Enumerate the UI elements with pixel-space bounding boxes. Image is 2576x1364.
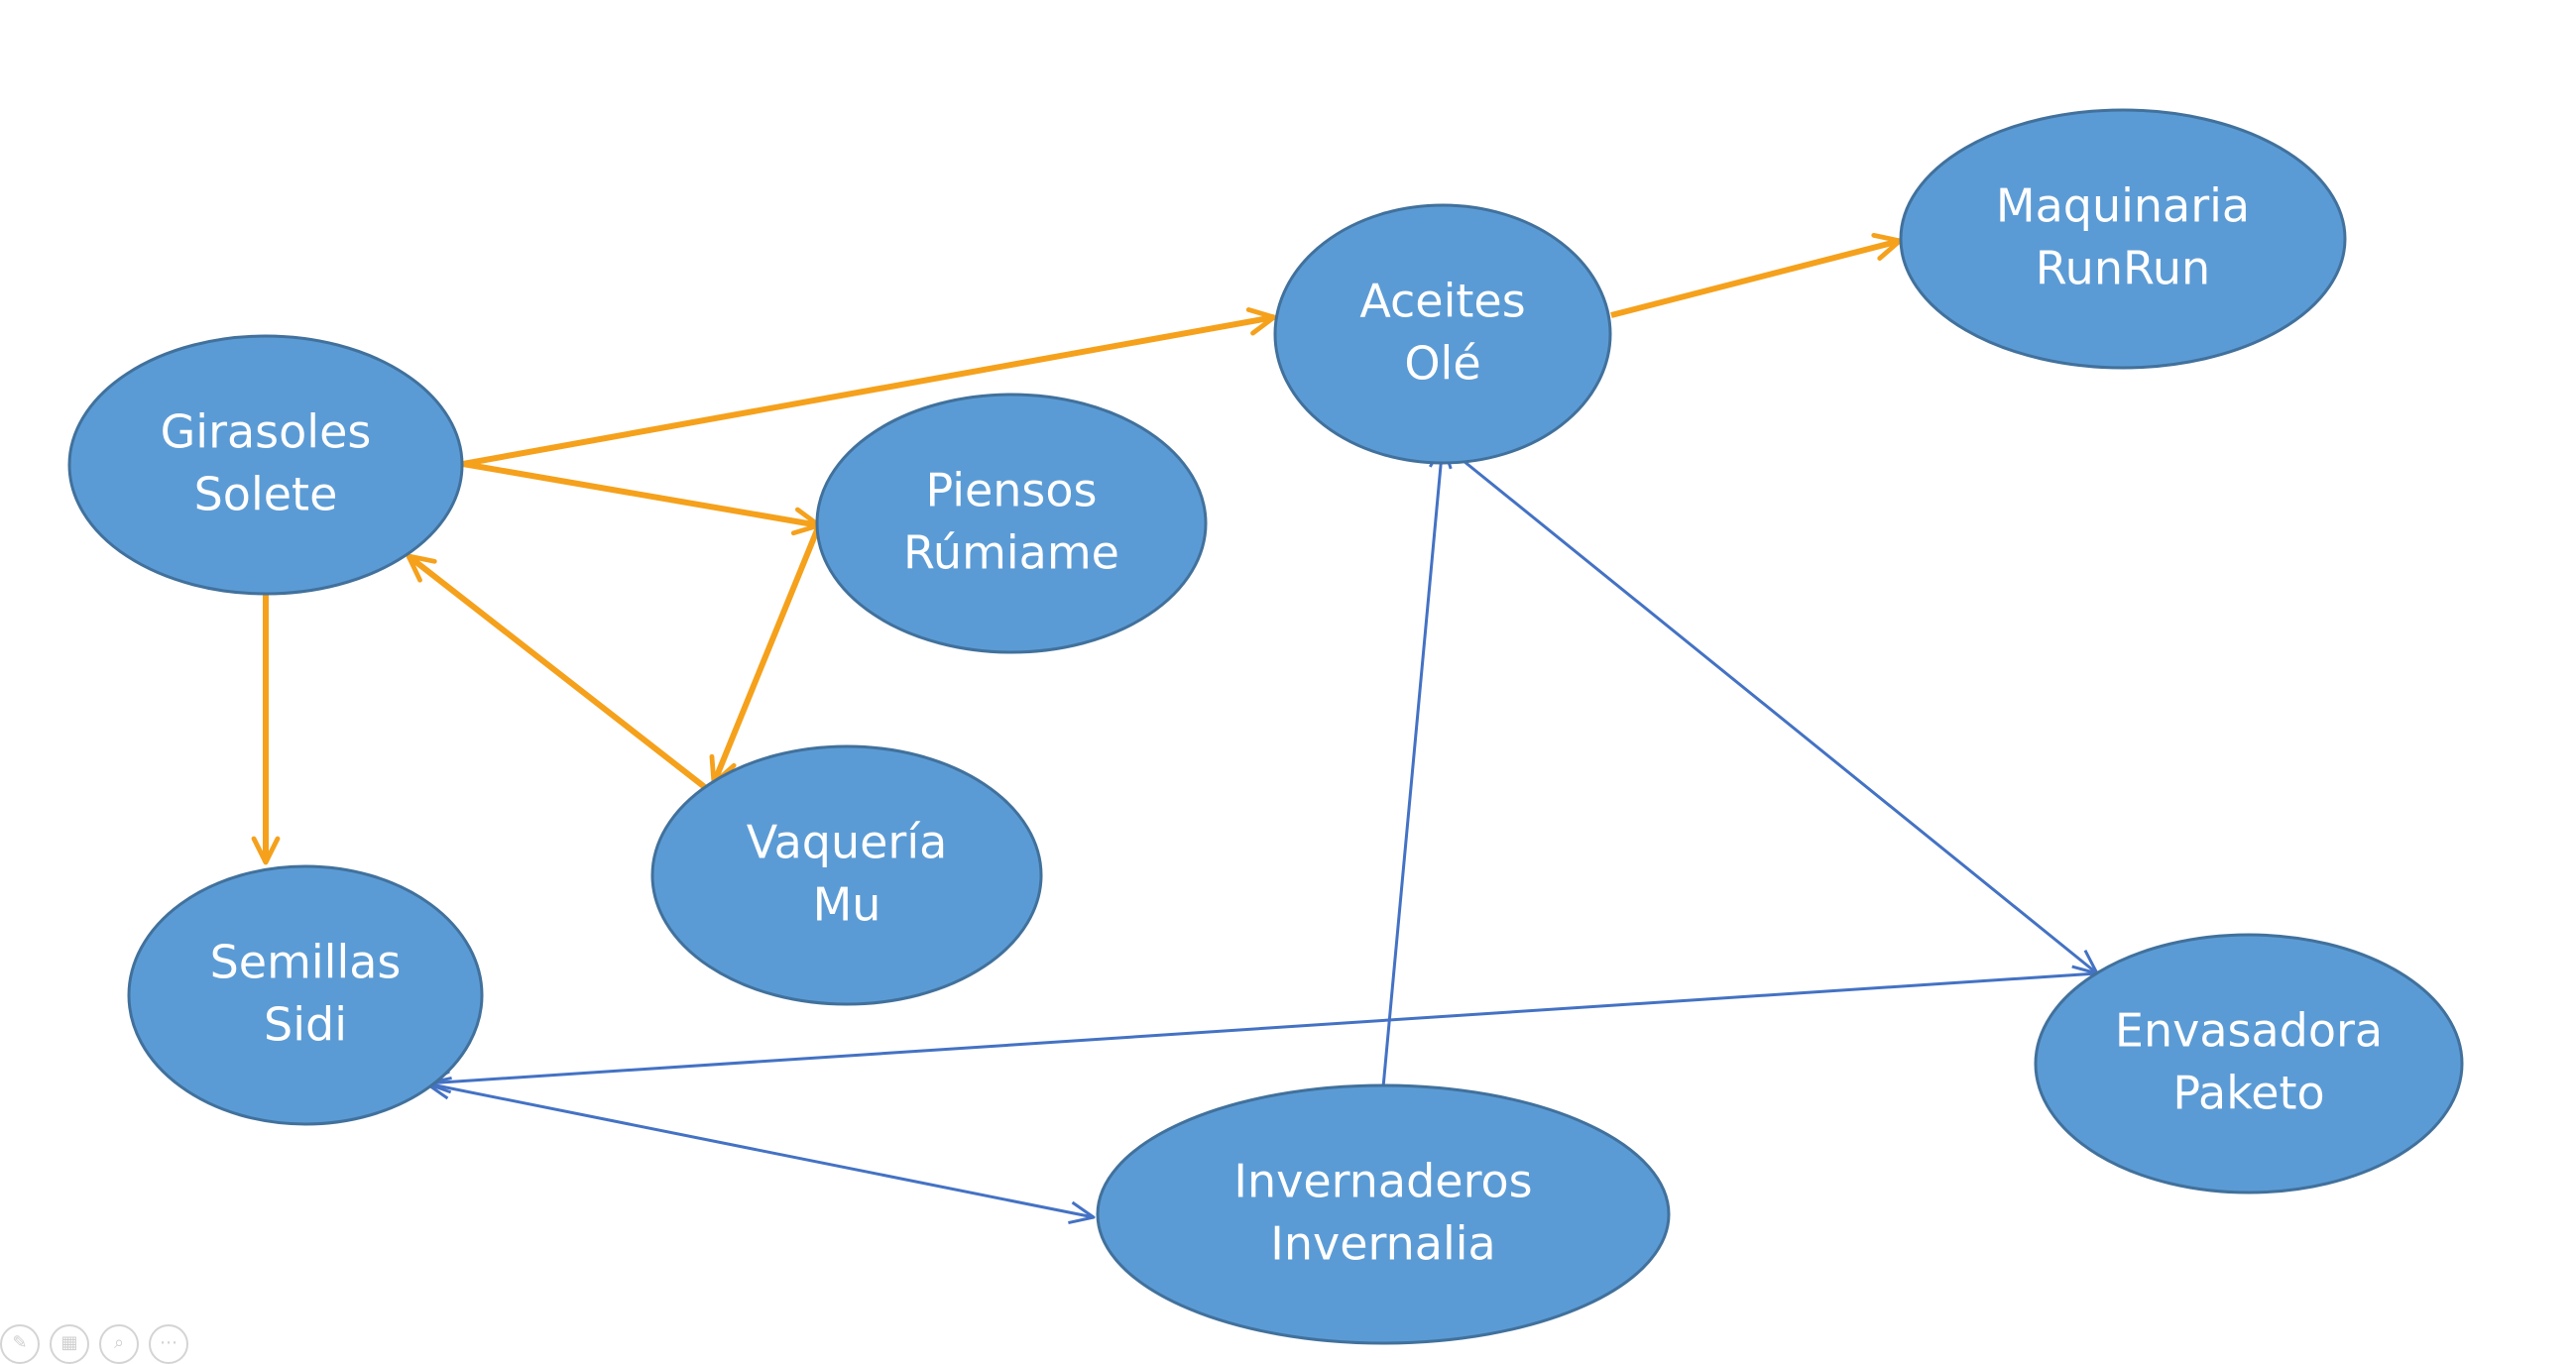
node-shape <box>815 393 1208 654</box>
node-invernaderos: Invernaderos Invernalia <box>1096 1083 1671 1345</box>
node-label-line2: Solete <box>194 468 338 521</box>
node-label-line2: Sidi <box>264 998 347 1052</box>
edge-girasoles-to-aceites <box>462 307 1277 467</box>
node-shape <box>650 744 1043 1006</box>
presentation-toolbar: ✎ ▦ ⌕ ⋯ <box>0 1324 188 1364</box>
more-icon[interactable]: ⋯ <box>149 1324 188 1364</box>
node-label-line1: Piensos <box>925 464 1097 517</box>
node-label-line2: Olé <box>1404 337 1480 391</box>
edge-aceites-to-maquinaria <box>1610 232 1903 318</box>
node-shape <box>127 864 484 1126</box>
edge-vaqueria-to-girasoles <box>406 553 708 791</box>
edge-invernaderos-to-aceites <box>1381 442 1453 1088</box>
node-label-line2: Invernalia <box>1270 1217 1495 1271</box>
edge-girasoles-to-piensos <box>462 461 822 536</box>
node-semillas: Semillas Sidi <box>127 864 484 1126</box>
node-shape <box>67 334 464 596</box>
node-label-line2: Paketo <box>2172 1067 2324 1120</box>
node-shape <box>1273 203 1612 465</box>
node-label-line1: Vaquería <box>747 816 948 869</box>
node-label-line1: Maquinaria <box>1996 179 2250 233</box>
nodes-layer: Girasoles Solete Piensos Rúmiame Vaquería Mu S… <box>67 108 2464 1345</box>
node-shape <box>2034 933 2464 1194</box>
node-shape <box>1096 1083 1671 1345</box>
node-vaqueria: Vaquería Mu <box>650 744 1043 1006</box>
edge-semillas-to-invernaderos <box>424 1076 1096 1225</box>
edge-aceites-to-envasadora <box>1442 442 2099 975</box>
node-label-line1: Envasadora <box>2115 1004 2383 1058</box>
node-girasoles: Girasoles Solete <box>67 334 464 596</box>
node-label-line2: RunRun <box>2036 242 2210 295</box>
node-label-line1: Aceites <box>1359 275 1525 328</box>
node-maquinaria: Maquinaria RunRun <box>1899 108 2347 370</box>
node-piensos: Piensos Rúmiame <box>815 393 1208 654</box>
node-label-line2: Rúmiame <box>903 526 1119 580</box>
node-label-line1: Semillas <box>210 936 402 989</box>
zoom-icon[interactable]: ⌕ <box>99 1324 139 1364</box>
node-aceites: Aceites Olé <box>1273 203 1612 465</box>
slides-icon[interactable]: ▦ <box>50 1324 89 1364</box>
node-shape <box>1899 108 2347 370</box>
edge-piensos-to-vaqueria <box>709 523 822 786</box>
pen-icon[interactable]: ✎ <box>0 1324 40 1364</box>
node-label-line1: Invernaderos <box>1233 1155 1532 1208</box>
node-label-line2: Mu <box>813 878 881 932</box>
node-label-line1: Girasoles <box>161 405 372 459</box>
edge-envasadora-to-semillas <box>424 971 2098 1094</box>
node-envasadora: Envasadora Paketo <box>2034 933 2464 1194</box>
edges-layer <box>251 232 2099 1225</box>
